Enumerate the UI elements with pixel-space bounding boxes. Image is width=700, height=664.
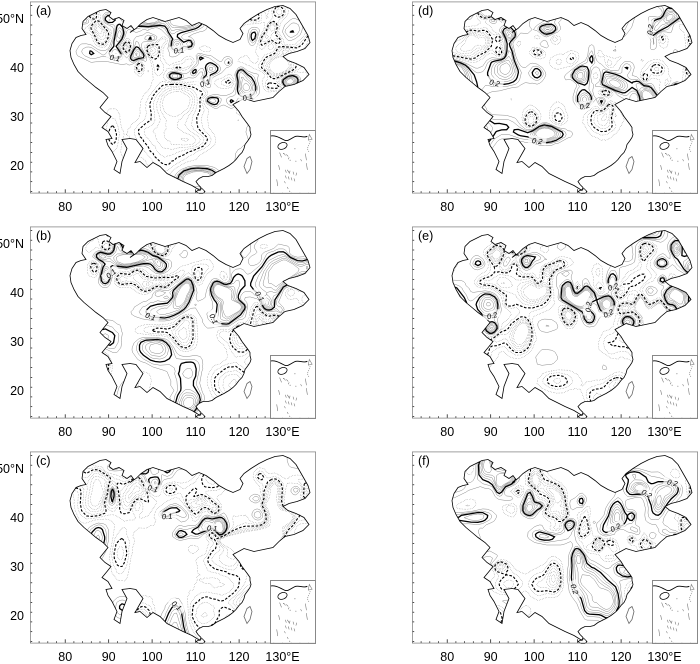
svg-text:0.1: 0.1 [207,524,218,534]
svg-text:0.2: 0.2 [584,301,594,313]
svg-text:0.1: 0.1 [173,45,184,55]
svg-text:0.1: 0.1 [162,512,173,522]
svg-text:0.2: 0.2 [645,23,655,35]
